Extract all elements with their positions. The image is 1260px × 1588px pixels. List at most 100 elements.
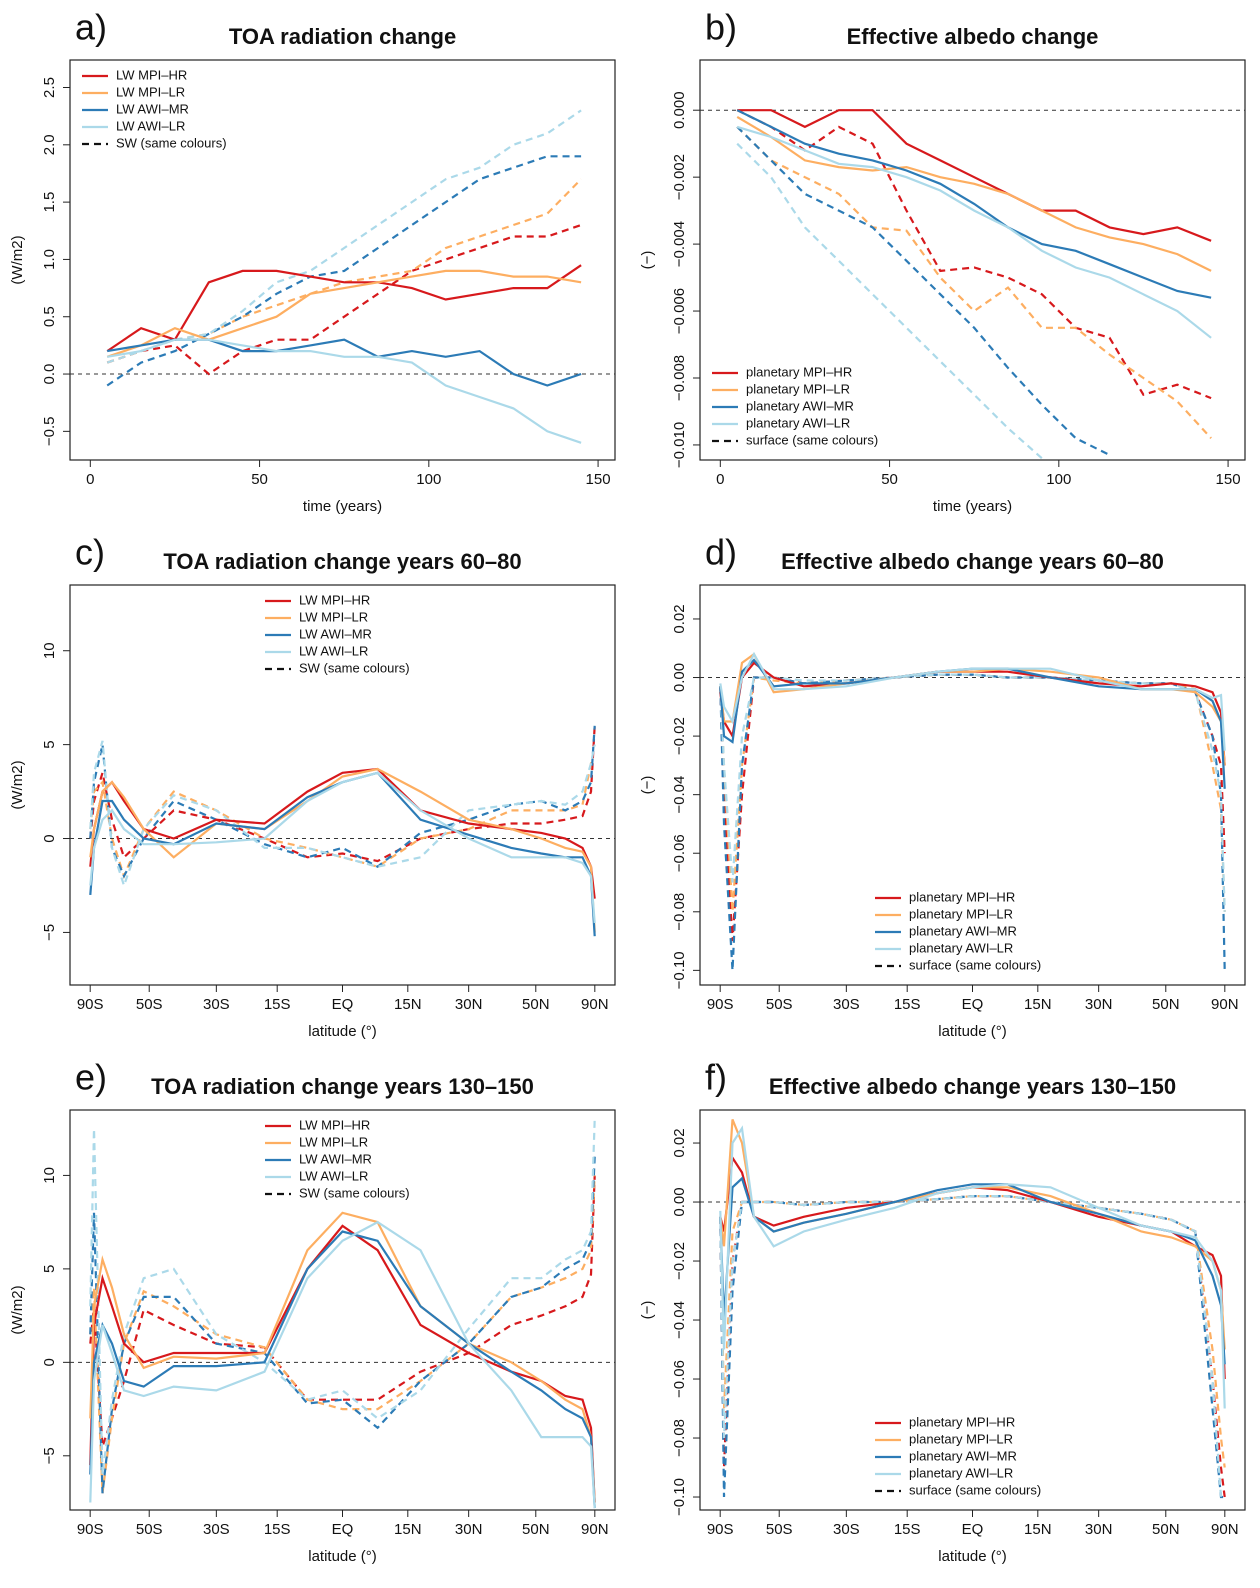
series-line bbox=[106, 269, 582, 358]
sw-line bbox=[736, 126, 1111, 456]
x-axis-label: latitude (°) bbox=[308, 1548, 377, 1565]
x-tick-label: 90S bbox=[707, 1521, 734, 1538]
y-axis-label: (−) bbox=[639, 1301, 656, 1320]
x-tick-label: 50N bbox=[1152, 1521, 1180, 1538]
x-tick-label: 50S bbox=[136, 1521, 163, 1538]
panel-label: b) bbox=[705, 7, 737, 48]
y-tick-label: 0 bbox=[41, 834, 58, 842]
series-line bbox=[719, 1176, 1226, 1365]
y-tick-label: −0.10 bbox=[671, 1478, 688, 1516]
y-tick-label: 0.0 bbox=[41, 364, 58, 385]
y-tick-label: −5 bbox=[41, 924, 58, 941]
legend-label: LW AWI–LR bbox=[116, 118, 185, 133]
y-axis-label: (−) bbox=[639, 251, 656, 270]
lines bbox=[106, 109, 582, 444]
y-tick-label: −0.5 bbox=[41, 417, 58, 447]
y-tick-label: 0.02 bbox=[671, 1128, 688, 1157]
sw-line bbox=[719, 673, 1226, 912]
y-axis-label: (W/m2) bbox=[9, 760, 26, 809]
x-tick-label: 0 bbox=[86, 471, 94, 488]
sw-line bbox=[736, 109, 1212, 400]
lines bbox=[89, 725, 596, 937]
x-tick-label: 90N bbox=[1211, 1521, 1239, 1538]
sw-line bbox=[736, 126, 1212, 439]
legend-label: SW (same colours) bbox=[299, 660, 410, 675]
series-line bbox=[89, 1211, 596, 1503]
x-tick-label: 15N bbox=[394, 996, 422, 1013]
y-tick-label: 5 bbox=[41, 740, 58, 748]
sw-line bbox=[89, 740, 596, 889]
series-line bbox=[719, 661, 1226, 766]
x-tick-label: 50N bbox=[1152, 996, 1180, 1013]
series-line bbox=[89, 767, 596, 899]
series-line bbox=[89, 771, 596, 924]
x-tick-label: EQ bbox=[332, 1521, 354, 1538]
x-tick-label: 30S bbox=[203, 1521, 230, 1538]
x-axis-label: time (years) bbox=[933, 498, 1012, 515]
series-line bbox=[737, 109, 1212, 242]
plot-frame bbox=[69, 59, 616, 461]
chart-title: Effective albedo change years 130–150 bbox=[769, 1074, 1176, 1099]
x-tick-label: 50 bbox=[251, 471, 268, 488]
x-tick-label: 30S bbox=[203, 996, 230, 1013]
y-tick-label: −0.08 bbox=[671, 893, 688, 931]
y-tick-label: −0.002 bbox=[671, 154, 688, 200]
panel-label: d) bbox=[705, 532, 737, 573]
sw-line bbox=[736, 142, 1043, 460]
chart-title: TOA radiation change bbox=[229, 24, 456, 49]
legend-label: planetary AWI–MR bbox=[746, 398, 854, 413]
x-tick-label: 150 bbox=[1216, 471, 1241, 488]
sw-line bbox=[719, 1195, 1225, 1499]
y-tick-label: 2.0 bbox=[41, 134, 58, 155]
series-line bbox=[719, 1125, 1226, 1409]
legend-label: LW MPI–HR bbox=[116, 67, 187, 82]
x-axis-label: latitude (°) bbox=[308, 1023, 377, 1040]
y-tick-label: −0.06 bbox=[671, 834, 688, 872]
y-tick-label: −0.008 bbox=[671, 355, 688, 401]
sw-line bbox=[106, 223, 582, 376]
sw-line bbox=[89, 725, 596, 863]
legend-label: surface (same colours) bbox=[746, 432, 878, 447]
series-line bbox=[107, 338, 582, 387]
legend-label: LW MPI–LR bbox=[116, 84, 185, 99]
lines bbox=[719, 651, 1226, 971]
chart-title: TOA radiation change years 60–80 bbox=[163, 549, 521, 574]
sw-line bbox=[89, 1175, 596, 1447]
x-tick-label: 15N bbox=[394, 1521, 422, 1538]
x-tick-label: 90N bbox=[581, 1521, 609, 1538]
legend-label: LW AWI–LR bbox=[299, 1168, 368, 1183]
series-line bbox=[719, 1154, 1226, 1380]
y-tick-label: −0.010 bbox=[671, 422, 688, 468]
y-tick-label: 2.5 bbox=[41, 77, 58, 98]
x-tick-label: 100 bbox=[416, 471, 441, 488]
y-tick-label: −0.08 bbox=[671, 1419, 688, 1457]
legend-label: planetary MPI–LR bbox=[746, 381, 850, 396]
sw-line bbox=[106, 178, 582, 364]
y-tick-label: −0.04 bbox=[671, 1301, 688, 1339]
y-tick-label: −0.004 bbox=[671, 221, 688, 267]
sw-line bbox=[89, 1175, 596, 1494]
sw-line bbox=[106, 155, 582, 387]
legend-label: LW MPI–HR bbox=[299, 1117, 370, 1132]
legend-label: LW AWI–MR bbox=[299, 1151, 372, 1166]
y-tick-label: 0.02 bbox=[671, 604, 688, 633]
x-tick-label: 90N bbox=[1211, 996, 1239, 1013]
lines bbox=[89, 1119, 596, 1509]
legend-label: LW AWI–LR bbox=[299, 643, 368, 658]
x-tick-label: 50S bbox=[136, 996, 163, 1013]
series-line bbox=[89, 1230, 596, 1509]
y-axis-label: (W/m2) bbox=[9, 235, 26, 284]
legend-label: LW MPI–HR bbox=[299, 592, 370, 607]
y-axis-label: (W/m2) bbox=[9, 1285, 26, 1334]
x-tick-label: 90S bbox=[77, 996, 104, 1013]
panel: f) Effective albedo change years 130–150 9… bbox=[639, 1057, 1246, 1565]
legend-label: planetary AWI–MR bbox=[909, 1448, 1017, 1463]
y-tick-label: 0 bbox=[41, 1358, 58, 1366]
x-tick-label: 100 bbox=[1046, 471, 1071, 488]
x-tick-label: 150 bbox=[586, 471, 611, 488]
series-line bbox=[107, 338, 582, 444]
series-line bbox=[719, 651, 1226, 751]
panel: b) Effective albedo change 0 50 100 150 −0.010… bbox=[639, 7, 1246, 515]
x-tick-label: 30N bbox=[1085, 1521, 1113, 1538]
lines bbox=[736, 109, 1212, 460]
